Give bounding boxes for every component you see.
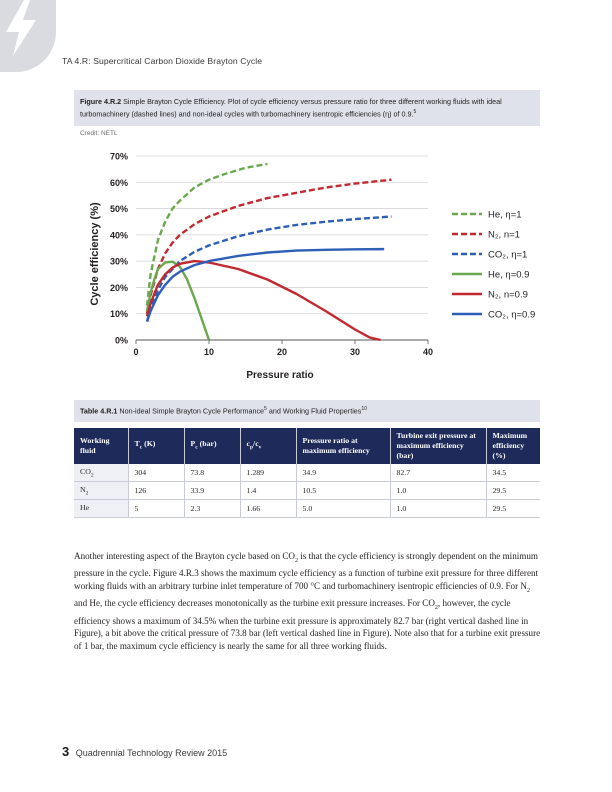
x-tick-labels: 0 10 20 30 40 bbox=[133, 347, 433, 357]
table-caption: Table 4.R.1 Non-ideal Simple Brayton Cyc… bbox=[80, 406, 367, 415]
y-tick-label: 60% bbox=[110, 178, 128, 188]
y-tick-labels: 0% 10% 20% 30% 40% 50% 60% 70% bbox=[110, 152, 128, 346]
col-header-tc: Tc (K) bbox=[128, 428, 185, 464]
x-tick-label: 30 bbox=[350, 347, 360, 357]
series-line bbox=[145, 178, 392, 314]
page-footer: 3 Quadrennial Technology Review 2015 bbox=[62, 744, 227, 759]
cell-eff: 34.5 bbox=[486, 464, 540, 482]
table-caption-mid: and Working Fluid Properties bbox=[268, 406, 362, 416]
page-number: 3 bbox=[62, 744, 70, 759]
figure-caption-text: Simple Brayton Cycle Efficiency. Plot of… bbox=[80, 97, 502, 119]
col-header-pressure-ratio: Pressure ratio at maximum efficiency bbox=[296, 428, 391, 464]
y-tick-label: 70% bbox=[110, 152, 128, 162]
cell-tep: 82.7 bbox=[390, 464, 487, 482]
series-line bbox=[145, 259, 381, 342]
table-header-row: Working fluid Tc (K) Pc (bar) cp/cv Pres… bbox=[74, 428, 540, 464]
col-header-cpcv: cp/cv bbox=[240, 428, 297, 464]
legend-entry: N₂, n=1 bbox=[488, 230, 520, 241]
table-label: Table 4.R.1 bbox=[80, 406, 118, 416]
col-header-pc: Pc (bar) bbox=[184, 428, 241, 464]
y-tick-label: 50% bbox=[110, 204, 128, 214]
col-header-max-eff: Maximum efficiency (%) bbox=[486, 428, 540, 464]
lightning-bolt-icon bbox=[6, 0, 36, 56]
cell-tc: 126 bbox=[128, 481, 185, 500]
cell-tc: 5 bbox=[128, 499, 185, 518]
legend-entry: CO₂, η=0.9 bbox=[488, 310, 535, 321]
cell-tc: 304 bbox=[128, 464, 185, 482]
y-tick-label: 10% bbox=[110, 309, 128, 319]
table-caption-text: Non-ideal Simple Brayton Cycle Performan… bbox=[119, 406, 265, 416]
table-caption-box bbox=[74, 400, 540, 422]
x-tick-label: 10 bbox=[204, 347, 214, 357]
cell-pc: 33.9 bbox=[184, 481, 241, 500]
figure-caption-ref: 5 bbox=[413, 109, 417, 116]
y-tick-label: 40% bbox=[110, 230, 128, 240]
series-line bbox=[145, 162, 268, 306]
cell-tep: 1.0 bbox=[390, 499, 487, 518]
col-header-fluid: Working fluid bbox=[74, 428, 129, 464]
publication-title: Quadrennial Technology Review 2015 bbox=[75, 748, 228, 758]
x-axis-label: Pressure ratio bbox=[246, 370, 313, 381]
chart-series bbox=[145, 162, 392, 342]
cell-pc: 73.8 bbox=[184, 464, 241, 482]
table-row: N2 126 33.9 1.4 10.5 1.0 29.5 bbox=[74, 481, 540, 500]
chart-legend: He, η=1 N₂, n=1 CO₂, η=1 He, η=0.9 N₂, n=0.9… bbox=[452, 210, 535, 321]
x-tick-label: 20 bbox=[277, 347, 287, 357]
series-line bbox=[145, 247, 385, 322]
cell-pr: 5.0 bbox=[296, 499, 391, 518]
cell-cpcv: 1.66 bbox=[240, 499, 297, 518]
figure-caption-box bbox=[74, 90, 540, 126]
y-axis-label: Cycle efficiency (%) bbox=[89, 202, 101, 306]
y-tick-label: 0% bbox=[115, 336, 128, 346]
series-line bbox=[145, 260, 211, 341]
running-head: TA 4.R: Supercritical Carbon Dioxide Bra… bbox=[62, 56, 263, 66]
cell-pr: 34.9 bbox=[296, 464, 391, 482]
cell-eff: 29.5 bbox=[486, 499, 540, 518]
x-tick-label: 40 bbox=[423, 347, 433, 357]
figure-label: Figure 4.R.2 bbox=[80, 97, 122, 106]
y-tick-label: 30% bbox=[110, 257, 128, 267]
col-header-turbine-exit: Turbine exit pressure at maximum efficie… bbox=[390, 428, 487, 464]
cell-cpcv: 1.289 bbox=[240, 464, 297, 482]
body-paragraph: Another interesting aspect of the Brayto… bbox=[74, 551, 541, 651]
efficiency-chart: 0% 10% 20% 30% 40% 50% 60% 70% 0 10 20 30 40 He, η=… bbox=[89, 152, 535, 382]
legend-entry: CO₂, η=1 bbox=[488, 250, 527, 261]
y-tick-label: 20% bbox=[110, 283, 128, 293]
x-tick-label: 0 bbox=[133, 347, 138, 357]
legend-entry: He, η=1 bbox=[488, 210, 522, 221]
figure-caption: Figure 4.R.2 Simple Brayton Cycle Effici… bbox=[80, 96, 536, 120]
cell-fluid: CO2 bbox=[74, 464, 129, 482]
cell-fluid: N2 bbox=[74, 481, 129, 500]
table-caption-ref-a: 5 bbox=[264, 406, 267, 412]
table-row: He 5 2.3 1.66 5.0 1.0 29.5 bbox=[74, 499, 540, 518]
figure-credit: Credit: NETL bbox=[80, 130, 118, 137]
cell-pc: 2.3 bbox=[184, 499, 241, 518]
table-row: CO2 304 73.8 1.289 34.9 82.7 34.5 bbox=[74, 464, 540, 482]
cell-eff: 29.5 bbox=[486, 481, 540, 500]
cell-fluid: He bbox=[74, 499, 129, 518]
cell-cpcv: 1.4 bbox=[240, 481, 297, 500]
legend-entry: He, η=0.9 bbox=[488, 270, 529, 281]
table-caption-ref-b: 10 bbox=[361, 406, 367, 412]
corner-tab bbox=[0, 0, 56, 72]
series-line bbox=[145, 215, 392, 322]
cell-pr: 10.5 bbox=[296, 481, 391, 500]
properties-table: Working fluid Tc (K) Pc (bar) cp/cv Pres… bbox=[74, 428, 540, 518]
cell-tep: 1.0 bbox=[390, 481, 487, 500]
legend-entry: N₂, n=0.9 bbox=[488, 290, 528, 301]
